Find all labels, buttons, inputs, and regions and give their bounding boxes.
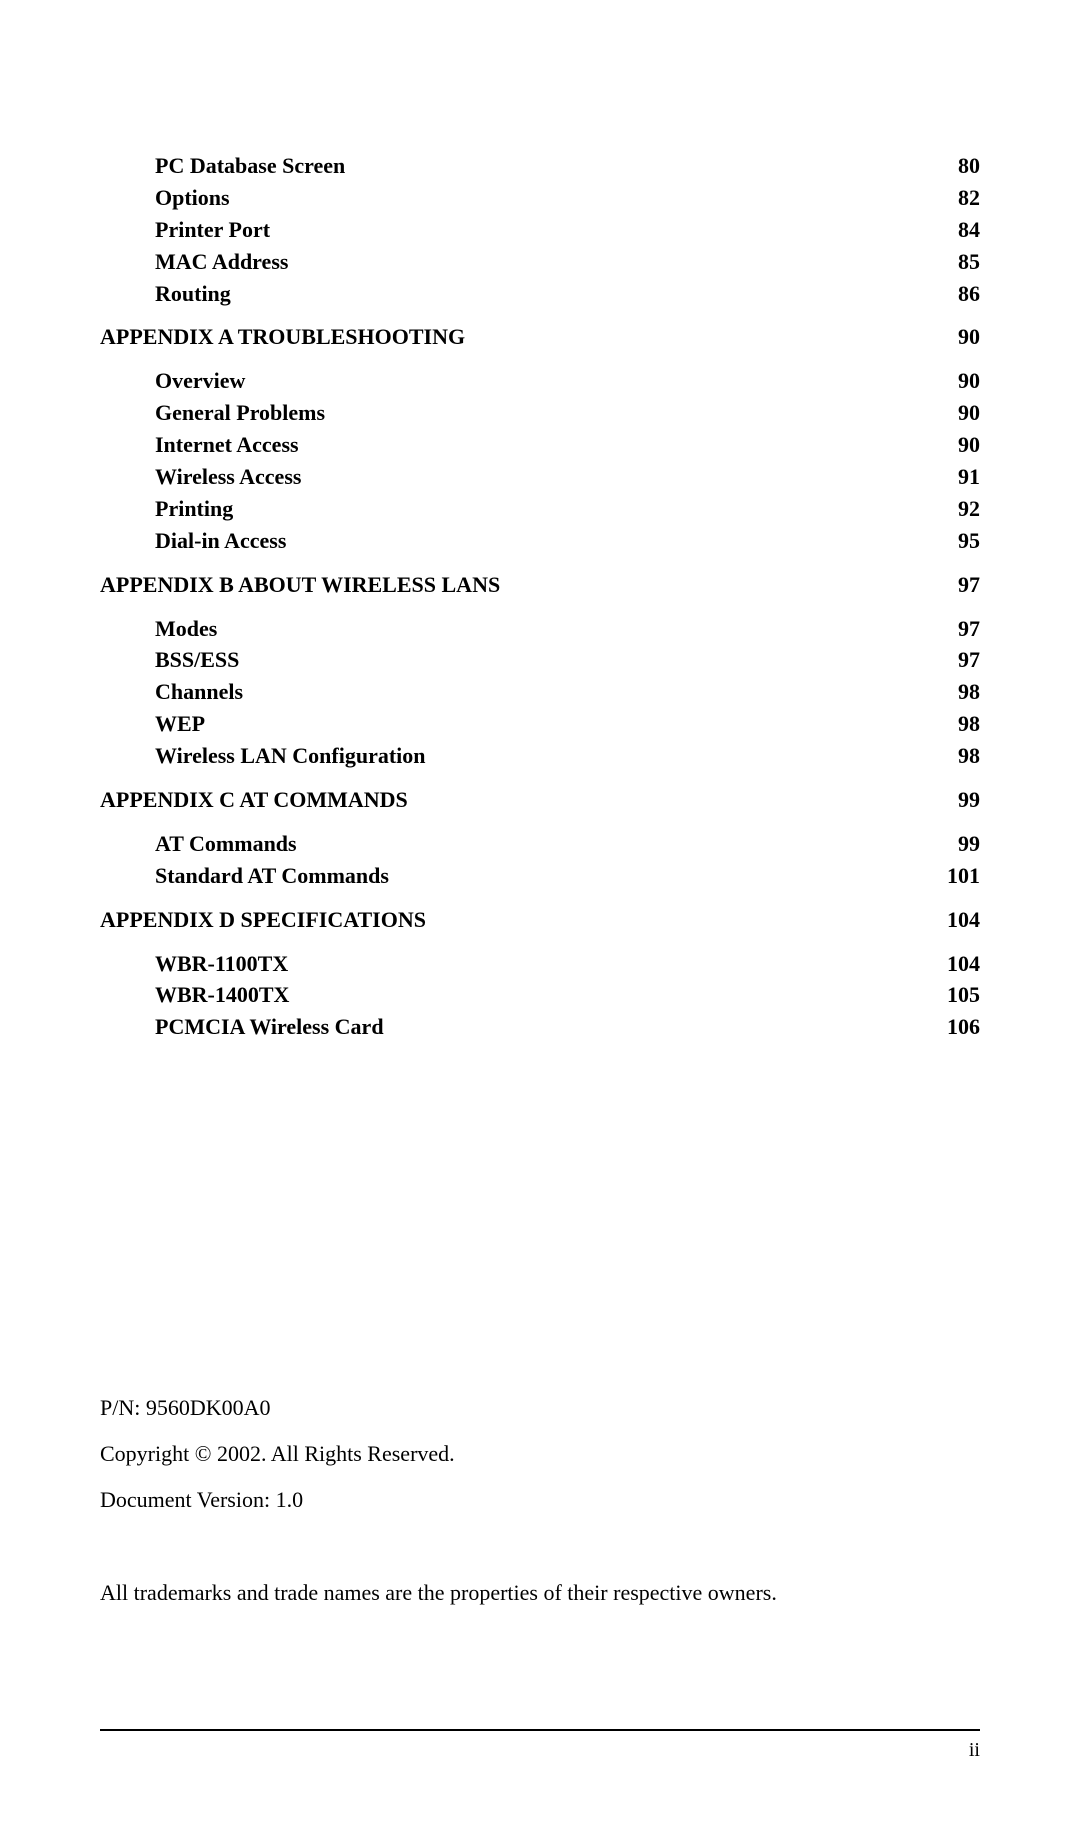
toc-entry: BSS/ESS 97 (155, 644, 980, 676)
toc-page-number: 101 (947, 860, 980, 892)
toc-entry: Overview 90 (155, 365, 980, 397)
toc-page-number: 98 (958, 676, 980, 708)
toc-entry: WBR-1400TX 105 (155, 979, 980, 1011)
toc-title: Printing (155, 493, 233, 525)
toc-title: Wireless Access (155, 461, 301, 493)
toc-page-number: 105 (947, 979, 980, 1011)
toc-page-number: 91 (958, 461, 980, 493)
toc-entry: Wireless Access 91 (155, 461, 980, 493)
toc-page-number: 90 (958, 365, 980, 397)
toc-page-number: 106 (947, 1011, 980, 1043)
toc-entry: PCMCIA Wireless Card 106 (155, 1011, 980, 1043)
toc-entry: Standard AT Commands 101 (155, 860, 980, 892)
toc-title: Printer Port (155, 214, 270, 246)
toc-entry: MAC Address 85 (155, 246, 980, 278)
toc-entry: APPENDIX C AT COMMANDS 99 (100, 784, 980, 816)
toc-entry: PC Database Screen 80 (155, 150, 980, 182)
toc-entry: Modes 97 (155, 613, 980, 645)
toc-page-number: 90 (958, 429, 980, 461)
toc-title: BSS/ESS (155, 644, 239, 676)
document-page: PC Database Screen80Options82Printer Por… (0, 0, 1080, 1822)
table-of-contents: PC Database Screen80Options82Printer Por… (100, 150, 980, 1043)
page-number: ii (100, 1739, 980, 1762)
toc-title: PC Database Screen (155, 150, 345, 182)
footer-rule (100, 1729, 980, 1731)
toc-page-number: 98 (958, 708, 980, 740)
toc-page-number: 82 (958, 182, 980, 214)
toc-page-number: 95 (958, 525, 980, 557)
toc-page-number: 97 (958, 569, 980, 601)
toc-page-number: 86 (958, 278, 980, 310)
toc-entry: WEP 98 (155, 708, 980, 740)
toc-title: Wireless LAN Configuration (155, 740, 426, 772)
toc-page-number: 104 (947, 904, 980, 936)
toc-entry: Printing 92 (155, 493, 980, 525)
toc-page-number: 99 (958, 784, 980, 816)
toc-title: Options (155, 182, 230, 214)
toc-page-number: 80 (958, 150, 980, 182)
toc-title: AT Commands (155, 828, 297, 860)
toc-entry: Printer Port 84 (155, 214, 980, 246)
toc-title: Overview (155, 365, 245, 397)
document-version: Document Version: 1.0 (100, 1487, 455, 1513)
toc-page-number: 90 (958, 321, 980, 353)
copyright: Copyright © 2002. All Rights Reserved. (100, 1441, 455, 1467)
toc-title: Channels (155, 676, 243, 708)
toc-page-number: 104 (947, 948, 980, 980)
toc-page-number: 97 (958, 613, 980, 645)
toc-title: General Problems (155, 397, 325, 429)
toc-page-number: 84 (958, 214, 980, 246)
toc-page-number: 90 (958, 397, 980, 429)
footer-info: P/N: 9560DK00A0 Copyright © 2002. All Ri… (100, 1395, 455, 1533)
toc-title: Standard AT Commands (155, 860, 389, 892)
toc-page-number: 85 (958, 246, 980, 278)
toc-title: APPENDIX C AT COMMANDS (100, 784, 408, 816)
toc-entry: Dial-in Access 95 (155, 525, 980, 557)
toc-entry: APPENDIX B ABOUT WIRELESS LANS 97 (100, 569, 980, 601)
toc-entry: Internet Access 90 (155, 429, 980, 461)
part-number: P/N: 9560DK00A0 (100, 1395, 455, 1421)
toc-title: Routing (155, 278, 231, 310)
toc-entry: General Problems 90 (155, 397, 980, 429)
toc-entry: WBR-1100TX 104 (155, 948, 980, 980)
toc-page-number: 92 (958, 493, 980, 525)
toc-entry: Channels 98 (155, 676, 980, 708)
toc-title: Modes (155, 613, 217, 645)
toc-title: APPENDIX B ABOUT WIRELESS LANS (100, 569, 500, 601)
toc-page-number: 99 (958, 828, 980, 860)
toc-title: WBR-1100TX (155, 948, 288, 980)
toc-entry: APPENDIX D SPECIFICATIONS 104 (100, 904, 980, 936)
toc-title: PCMCIA Wireless Card (155, 1011, 384, 1043)
toc-title: APPENDIX A TROUBLESHOOTING (100, 321, 465, 353)
toc-title: Internet Access (155, 429, 299, 461)
toc-page-number: 97 (958, 644, 980, 676)
toc-title: MAC Address (155, 246, 288, 278)
toc-title: WEP (155, 708, 205, 740)
toc-entry: Options 82 (155, 182, 980, 214)
toc-entry: APPENDIX A TROUBLESHOOTING 90 (100, 321, 980, 353)
toc-entry: AT Commands 99 (155, 828, 980, 860)
toc-title: Dial-in Access (155, 525, 286, 557)
toc-page-number: 98 (958, 740, 980, 772)
toc-entry: Routing 86 (155, 278, 980, 310)
page-footer: ii (100, 1729, 980, 1762)
toc-title: APPENDIX D SPECIFICATIONS (100, 904, 426, 936)
trademarks-notice: All trademarks and trade names are the p… (100, 1580, 777, 1606)
toc-title: WBR-1400TX (155, 979, 289, 1011)
toc-entry: Wireless LAN Configuration 98 (155, 740, 980, 772)
